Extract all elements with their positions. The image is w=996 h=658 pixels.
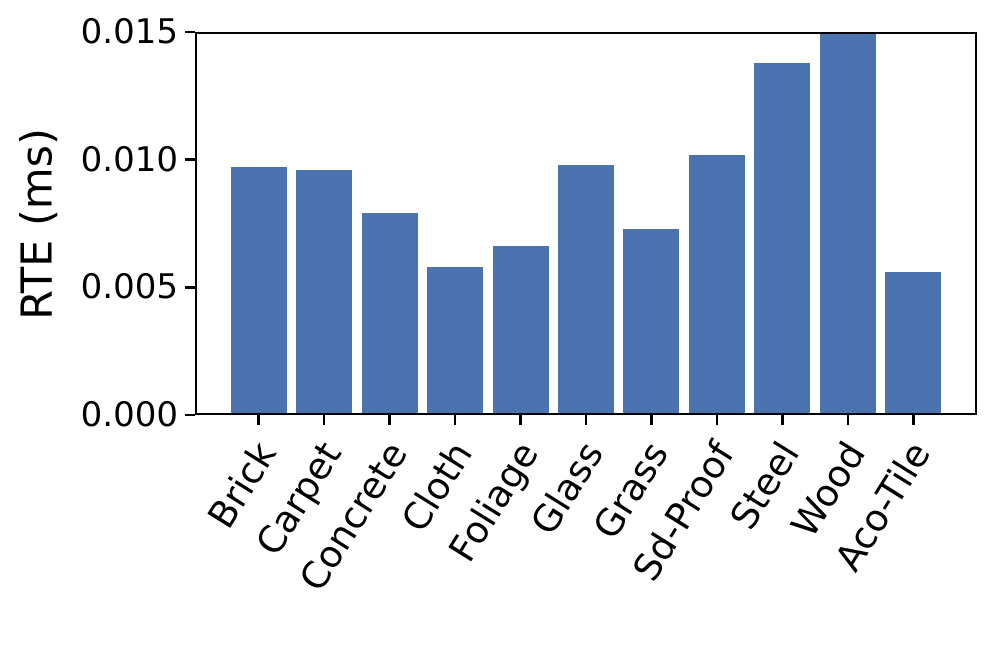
bar-steel <box>754 63 811 415</box>
bar-foliage <box>492 246 549 415</box>
y-tick-mark <box>185 413 195 417</box>
y-axis-label: RTE (ms) <box>12 127 63 320</box>
x-tick-mark <box>846 415 850 425</box>
bar-glass <box>558 165 614 415</box>
x-tick-mark <box>519 415 522 425</box>
x-tick-mark <box>322 415 326 425</box>
x-tick-mark <box>388 415 391 425</box>
x-tick-mark <box>912 415 915 425</box>
y-tick-mark <box>185 158 195 161</box>
bar-concrete <box>361 213 418 415</box>
bar-carpet <box>296 170 353 415</box>
x-tick-mark <box>781 415 784 425</box>
x-tick-mark <box>453 415 457 425</box>
y-tick-label: 0.000 <box>80 395 178 435</box>
bar-sd-proof <box>688 155 745 415</box>
bar-wood <box>819 32 876 415</box>
x-tick-mark <box>650 415 653 425</box>
bar-grass <box>623 229 680 415</box>
y-tick-label: 0.005 <box>80 267 178 308</box>
bar-aco-tile <box>885 272 942 415</box>
bar-brick <box>230 167 287 415</box>
x-tick-mark <box>257 415 260 425</box>
y-tick-mark <box>185 286 195 289</box>
y-tick-label: 0.015 <box>80 12 178 52</box>
x-tick-mark <box>715 415 719 425</box>
bar-cloth <box>427 267 484 415</box>
y-tick-mark <box>185 30 195 34</box>
y-tick-label: 0.010 <box>80 139 178 180</box>
x-tick-mark <box>584 415 588 425</box>
